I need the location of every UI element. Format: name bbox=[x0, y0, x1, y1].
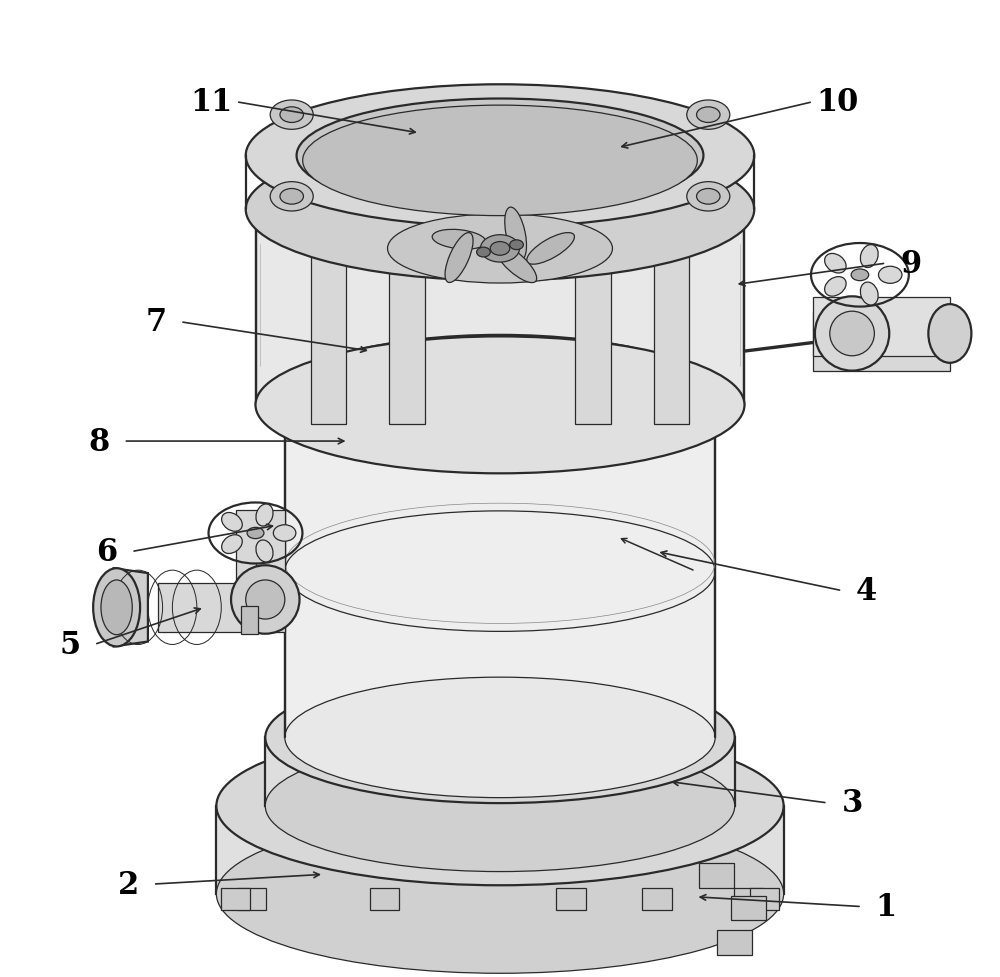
Ellipse shape bbox=[697, 190, 720, 205]
Ellipse shape bbox=[825, 254, 846, 274]
Ellipse shape bbox=[490, 242, 510, 256]
Ellipse shape bbox=[101, 580, 132, 635]
Ellipse shape bbox=[388, 215, 612, 283]
Polygon shape bbox=[114, 569, 148, 647]
Ellipse shape bbox=[246, 85, 754, 228]
Polygon shape bbox=[236, 510, 285, 593]
Ellipse shape bbox=[324, 171, 676, 269]
Bar bbox=[642, 888, 672, 910]
Bar bbox=[717, 930, 752, 955]
Polygon shape bbox=[216, 806, 784, 894]
Text: 11: 11 bbox=[190, 87, 233, 118]
Text: 3: 3 bbox=[841, 787, 863, 819]
Ellipse shape bbox=[445, 234, 473, 283]
Polygon shape bbox=[265, 738, 735, 806]
Bar bbox=[237, 888, 266, 910]
Polygon shape bbox=[813, 313, 950, 371]
Ellipse shape bbox=[256, 540, 273, 563]
Ellipse shape bbox=[825, 277, 846, 297]
Ellipse shape bbox=[270, 101, 313, 130]
Ellipse shape bbox=[878, 267, 902, 284]
Ellipse shape bbox=[860, 282, 878, 306]
Ellipse shape bbox=[300, 159, 700, 271]
Ellipse shape bbox=[273, 526, 296, 541]
Text: 10: 10 bbox=[816, 87, 859, 118]
Ellipse shape bbox=[687, 183, 730, 212]
Bar bbox=[241, 607, 258, 634]
Ellipse shape bbox=[247, 528, 264, 539]
Polygon shape bbox=[256, 205, 744, 405]
Ellipse shape bbox=[697, 107, 720, 123]
Text: 4: 4 bbox=[856, 575, 877, 607]
Polygon shape bbox=[575, 215, 611, 425]
Ellipse shape bbox=[297, 100, 703, 213]
Ellipse shape bbox=[815, 297, 889, 371]
Ellipse shape bbox=[256, 337, 744, 474]
Text: 9: 9 bbox=[900, 248, 921, 279]
Ellipse shape bbox=[256, 137, 744, 274]
Ellipse shape bbox=[222, 513, 242, 531]
Bar bbox=[750, 888, 779, 910]
Text: 8: 8 bbox=[88, 426, 110, 457]
Polygon shape bbox=[389, 215, 425, 425]
Ellipse shape bbox=[505, 208, 527, 261]
Ellipse shape bbox=[280, 107, 303, 123]
Ellipse shape bbox=[265, 741, 735, 871]
Text: 7: 7 bbox=[145, 307, 166, 338]
Ellipse shape bbox=[280, 190, 303, 205]
Polygon shape bbox=[311, 215, 346, 425]
Text: 6: 6 bbox=[96, 536, 117, 568]
Ellipse shape bbox=[231, 566, 300, 634]
Polygon shape bbox=[158, 583, 285, 632]
Ellipse shape bbox=[851, 270, 869, 281]
Ellipse shape bbox=[510, 240, 523, 250]
Bar bbox=[699, 864, 734, 888]
Ellipse shape bbox=[495, 244, 537, 283]
Text: 2: 2 bbox=[118, 869, 139, 900]
Ellipse shape bbox=[265, 672, 735, 803]
Text: 5: 5 bbox=[59, 629, 80, 660]
Bar bbox=[731, 896, 766, 920]
Ellipse shape bbox=[216, 727, 784, 885]
Ellipse shape bbox=[290, 762, 710, 870]
Ellipse shape bbox=[928, 305, 971, 363]
Ellipse shape bbox=[432, 231, 486, 250]
Ellipse shape bbox=[303, 106, 697, 216]
Ellipse shape bbox=[93, 569, 140, 647]
Ellipse shape bbox=[687, 101, 730, 130]
Ellipse shape bbox=[270, 183, 313, 212]
Ellipse shape bbox=[246, 139, 754, 281]
Bar bbox=[556, 888, 586, 910]
Ellipse shape bbox=[256, 504, 273, 527]
Polygon shape bbox=[813, 298, 950, 357]
Ellipse shape bbox=[860, 245, 878, 269]
Polygon shape bbox=[654, 215, 689, 425]
Ellipse shape bbox=[222, 535, 242, 554]
Ellipse shape bbox=[285, 677, 715, 798]
Ellipse shape bbox=[290, 752, 710, 860]
Bar bbox=[221, 888, 250, 910]
Polygon shape bbox=[285, 396, 715, 738]
Ellipse shape bbox=[477, 248, 490, 258]
Text: 1: 1 bbox=[876, 891, 897, 922]
Bar bbox=[370, 888, 399, 910]
Ellipse shape bbox=[285, 335, 715, 456]
Ellipse shape bbox=[527, 234, 574, 265]
Ellipse shape bbox=[830, 312, 874, 357]
Ellipse shape bbox=[300, 149, 700, 261]
Ellipse shape bbox=[246, 580, 285, 619]
Ellipse shape bbox=[480, 235, 520, 263]
Bar bbox=[734, 888, 763, 910]
Ellipse shape bbox=[216, 815, 784, 973]
